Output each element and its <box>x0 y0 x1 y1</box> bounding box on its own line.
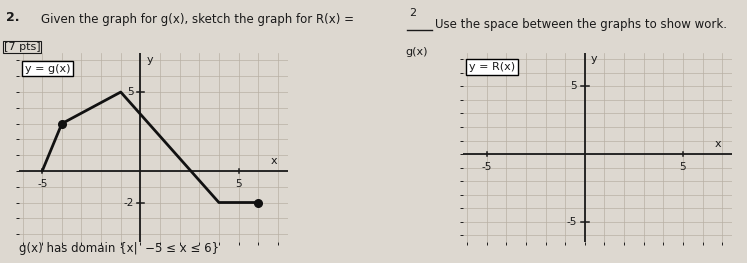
Text: x: x <box>270 156 277 166</box>
Text: y: y <box>146 55 153 65</box>
Text: Given the graph for g(x), sketch the graph for R(x) =: Given the graph for g(x), sketch the gra… <box>41 13 358 26</box>
Text: y = g(x): y = g(x) <box>25 64 70 74</box>
Text: -5: -5 <box>567 217 577 227</box>
Text: 5: 5 <box>235 179 242 189</box>
Text: 5: 5 <box>127 87 134 97</box>
Text: -2: -2 <box>123 198 134 208</box>
Text: y = R(x): y = R(x) <box>469 62 515 72</box>
Text: 2.: 2. <box>6 11 19 23</box>
Text: g(x): g(x) <box>406 47 428 57</box>
Text: -5: -5 <box>482 162 492 172</box>
Text: y: y <box>591 54 598 64</box>
Text: Use the space between the graphs to show work.: Use the space between the graphs to show… <box>435 18 727 31</box>
Text: 5: 5 <box>680 162 686 172</box>
Text: 2: 2 <box>409 8 417 18</box>
Text: -5: -5 <box>37 179 47 189</box>
Text: g(x) has domain {x|  −5 ≤ x ≤ 6}: g(x) has domain {x| −5 ≤ x ≤ 6} <box>19 242 219 255</box>
Text: x: x <box>715 139 722 149</box>
Text: [7 pts]: [7 pts] <box>4 42 40 52</box>
Text: 5: 5 <box>571 82 577 92</box>
